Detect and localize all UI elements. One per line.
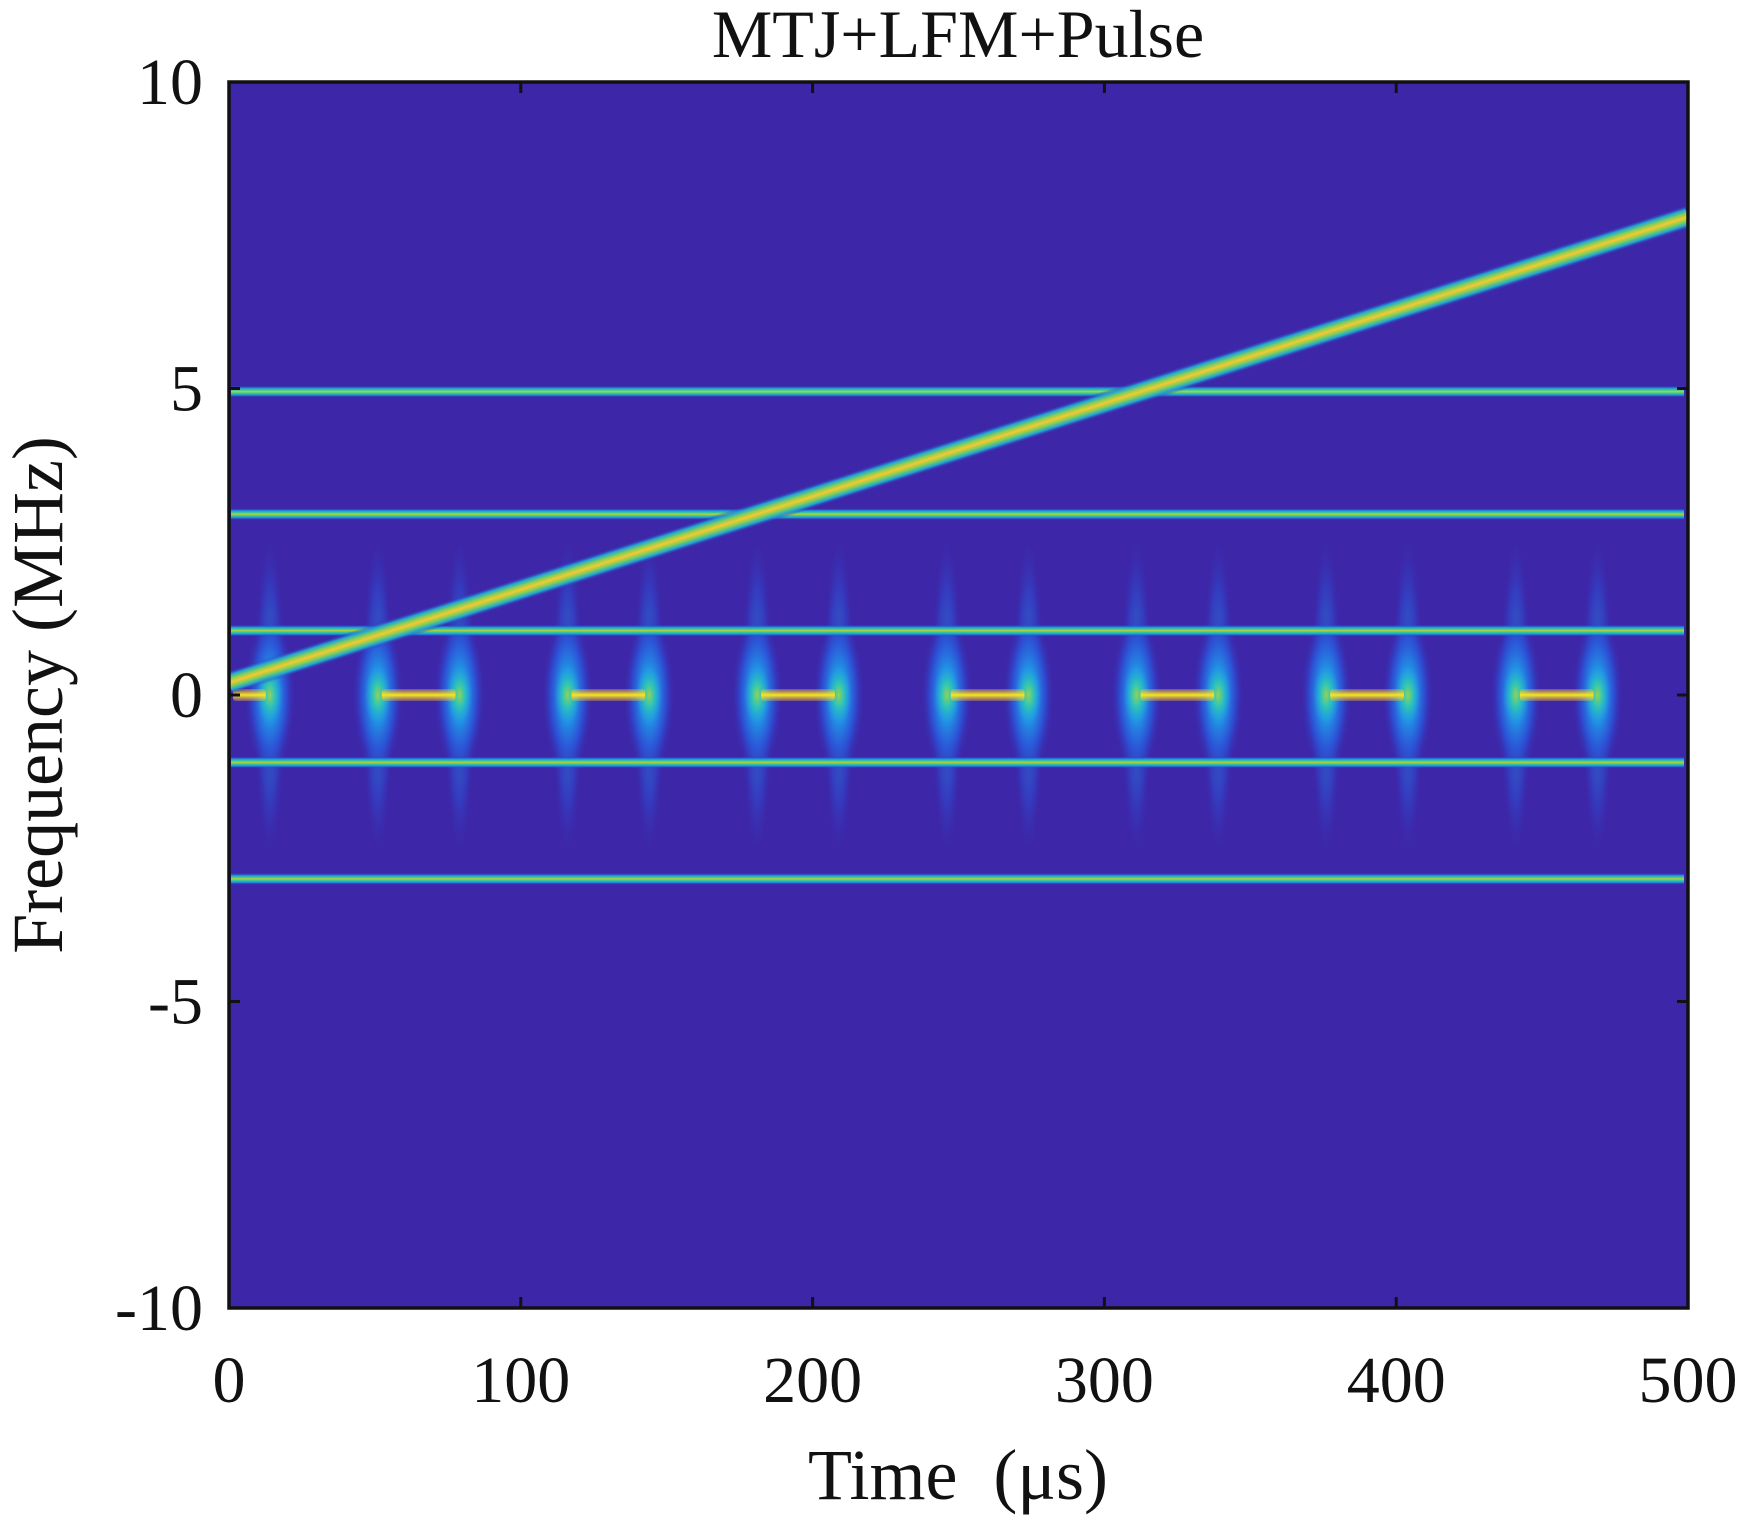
pulse-edge-core	[364, 665, 391, 725]
pulse-segment	[1519, 689, 1594, 701]
mtj-tone-line	[231, 385, 1684, 398]
pulse-segment	[381, 689, 456, 701]
mtj-tone-line	[231, 508, 1684, 521]
x-axis-label: Time (μs)	[808, 1435, 1108, 1515]
pulse-segment	[233, 689, 266, 701]
chart-title: MTJ+LFM+Pulse	[712, 0, 1204, 72]
pulse-edge-core	[636, 665, 663, 725]
y-axis-label: Frequency (MHz)	[0, 436, 78, 954]
pulse-segment	[1330, 689, 1404, 701]
pulse-edge-core	[1584, 665, 1611, 725]
mtj-tone-line	[231, 756, 1684, 769]
pulse-edge-core	[825, 665, 852, 725]
y-tick-label: 0	[170, 659, 203, 732]
x-tick-label: 200	[763, 1344, 862, 1417]
axis-ticks: 0 100 200 300 400 500 10 5 0 -5 -10	[115, 46, 1737, 1417]
y-tick-label: 10	[137, 46, 203, 119]
y-tick-label: -5	[148, 966, 203, 1039]
y-tick-label: 5	[170, 353, 203, 426]
pulse-edge-core	[554, 665, 581, 725]
y-tick-label: -10	[115, 1272, 203, 1345]
pulse-edge-core	[1313, 665, 1340, 725]
lfm-chirp-line	[229, 205, 1688, 695]
pulse-segment	[1140, 689, 1215, 701]
pulse-edge-core	[1205, 665, 1232, 725]
pulse-edge-core	[1394, 665, 1421, 725]
pulse-edge-core	[1123, 665, 1150, 725]
pulse-edge-core	[933, 665, 960, 725]
spectrogram-layer	[229, 205, 1688, 885]
pulse-segment	[761, 689, 835, 701]
pulse-edge-core	[1502, 665, 1529, 725]
x-tick-label: 100	[471, 1344, 570, 1417]
pulse-edge-core	[744, 665, 771, 725]
pulse-edge-core	[446, 665, 473, 725]
pulse-segment	[950, 689, 1025, 701]
mtj-tone-line	[231, 872, 1684, 885]
pulse-edge-core	[1015, 665, 1042, 725]
x-tick-label: 300	[1055, 1344, 1154, 1417]
x-tick-label: 400	[1347, 1344, 1446, 1417]
pulse-segment	[571, 689, 646, 701]
mtj-tone-line	[231, 624, 1684, 637]
x-tick-label: 500	[1639, 1344, 1738, 1417]
x-tick-label: 0	[213, 1344, 246, 1417]
